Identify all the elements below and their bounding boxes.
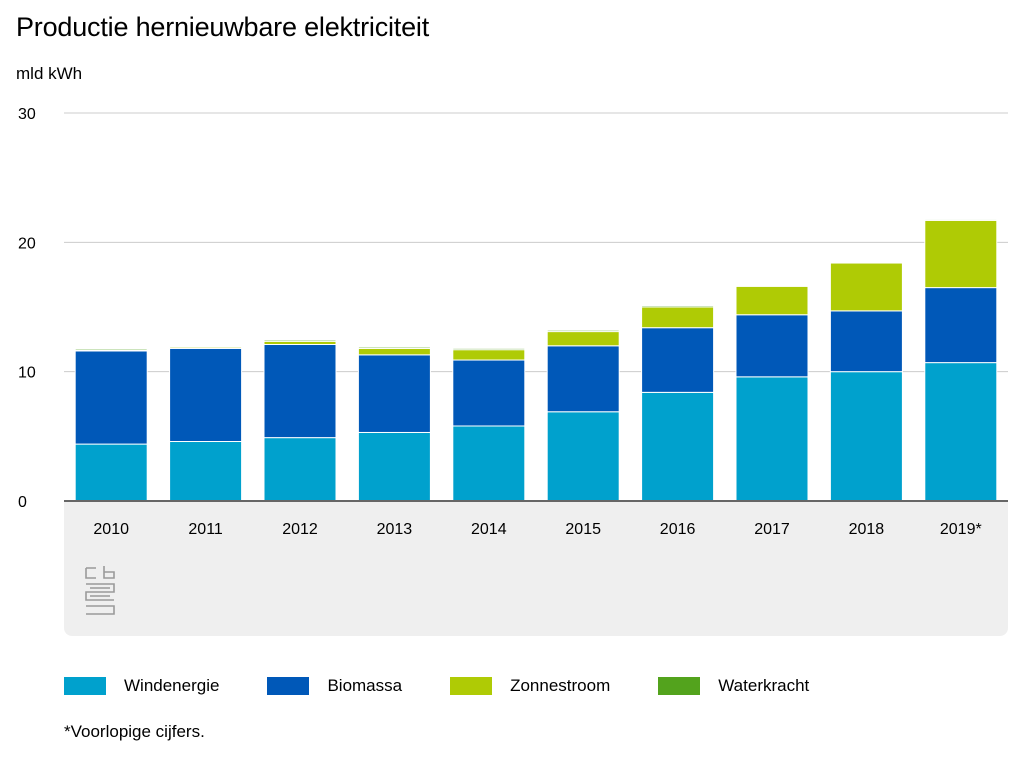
y-tick-label-30: 30 [18, 106, 36, 123]
legend-item-biomassa: Biomassa [267, 676, 402, 696]
legend: Windenergie Biomassa Zonnestroom Waterkr… [64, 676, 857, 696]
bar-biomassa-2018 [829, 310, 903, 373]
bar-biomassa-2014 [452, 359, 526, 427]
bar-zonnestroom-2016 [641, 306, 715, 329]
bars [74, 218, 998, 502]
bar-windenergie-2016 [641, 391, 715, 502]
x-tick-label-2015: 2015 [565, 521, 601, 538]
legend-swatch-zonnestroom [450, 677, 493, 695]
bar-zonnestroom-2014 [452, 349, 526, 361]
y-tick-label-10: 10 [18, 365, 36, 382]
y-tick-label-0: 0 [18, 494, 27, 511]
x-tick-label-2010: 2010 [93, 521, 129, 538]
bar-waterkracht-2018 [829, 261, 903, 264]
bar-zonnestroom-2017 [735, 285, 809, 316]
x-axis-panel-top-fill [64, 502, 1008, 514]
chart-canvas: 0 10 20 30 2010 2011 2012 2013 2014 2015 2016 2017… [18, 106, 1008, 636]
y-tick-label-20: 20 [18, 235, 36, 252]
y-axis-tick-labels: 0 10 20 30 [18, 106, 36, 511]
bar-biomassa-2013 [357, 354, 431, 433]
footnote: *Voorlopige cijfers. [64, 722, 205, 741]
bar-waterkracht-2017 [735, 285, 809, 287]
legend-swatch-biomassa [267, 677, 310, 695]
bar-waterkracht-2014 [452, 347, 526, 351]
x-tick-label-2014: 2014 [471, 521, 507, 538]
legend-item-waterkracht: Waterkracht [658, 676, 809, 696]
bar-waterkracht-2016 [641, 305, 715, 308]
bar-biomassa-2012 [263, 344, 337, 439]
bar-windenergie-2017 [735, 376, 809, 502]
bar-zonnestroom-2013 [357, 347, 431, 356]
bar-windenergie-2019 [924, 362, 998, 502]
legend-label-windenergie: Windenergie [124, 676, 220, 695]
x-tick-label-2019: 2019* [940, 521, 982, 538]
bar-biomassa-2019 [924, 287, 998, 364]
x-tick-label-2017: 2017 [754, 521, 790, 538]
x-axis-panel [64, 502, 1008, 636]
y-axis-unit-label: mld kWh [16, 64, 83, 83]
x-tick-label-2012: 2012 [282, 521, 318, 538]
bar-zonnestroom-2018 [829, 262, 903, 312]
x-tick-label-2018: 2018 [849, 521, 885, 538]
bar-biomassa-2010 [74, 350, 148, 445]
bar-windenergie-2014 [452, 425, 526, 502]
x-axis-tick-labels: 2010 2011 2012 2013 2014 2015 2016 2017 2018 2019… [93, 521, 981, 538]
bar-biomassa-2011 [169, 347, 243, 443]
chart-title: Productie hernieuwbare elektriciteit [16, 12, 430, 42]
bar-windenergie-2013 [357, 431, 431, 502]
bar-waterkracht-2010 [74, 348, 148, 351]
bar-waterkracht-2015 [546, 329, 620, 333]
legend-label-waterkracht: Waterkracht [718, 676, 810, 695]
legend-item-windenergie: Windenergie [64, 676, 219, 696]
bar-windenergie-2012 [263, 437, 337, 502]
bar-biomassa-2017 [735, 314, 809, 378]
bar-waterkracht-2013 [357, 346, 431, 349]
bar-windenergie-2011 [169, 441, 243, 502]
legend-swatch-windenergie [64, 677, 106, 695]
bar-waterkracht-2019 [924, 218, 998, 221]
bar-biomassa-2016 [641, 327, 715, 393]
legend-label-biomassa: Biomassa [327, 676, 403, 695]
legend-item-zonnestroom: Zonnestroom [450, 676, 610, 696]
bar-zonnestroom-2019 [924, 219, 998, 289]
bar-windenergie-2015 [546, 411, 620, 502]
bar-waterkracht-2012 [263, 339, 337, 342]
cbs-logo [85, 566, 115, 615]
legend-label-zonnestroom: Zonnestroom [510, 676, 611, 695]
bar-waterkracht-2011 [169, 345, 243, 348]
x-tick-label-2011: 2011 [188, 521, 223, 538]
bar-windenergie-2018 [829, 371, 903, 502]
x-tick-label-2016: 2016 [660, 521, 696, 538]
bar-biomassa-2015 [546, 345, 620, 413]
bar-zonnestroom-2015 [546, 331, 620, 347]
x-tick-label-2013: 2013 [377, 521, 413, 538]
legend-swatch-waterkracht [658, 677, 701, 695]
bar-windenergie-2010 [74, 443, 148, 502]
